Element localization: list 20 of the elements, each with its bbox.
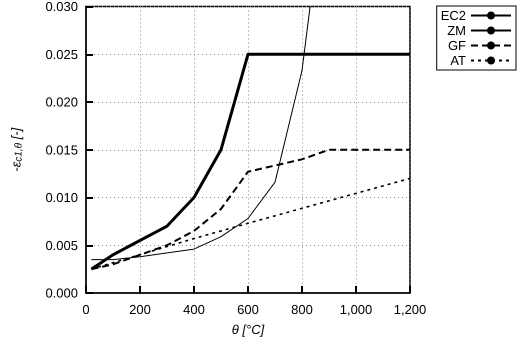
legend-label: GF xyxy=(448,38,466,53)
x-tick-label: 400 xyxy=(183,302,205,317)
x-tick-label: 600 xyxy=(237,302,259,317)
legend-label: EC2 xyxy=(440,8,466,23)
x-tick-label: 1,000 xyxy=(340,302,372,317)
y-tick-label: 0.025 xyxy=(45,46,78,62)
y-tick-label: 0.005 xyxy=(45,238,78,253)
legend-label: AT xyxy=(450,53,466,68)
legend-label: ZM xyxy=(447,23,466,38)
y-axis-title: -εc1,θ [-] xyxy=(8,127,24,172)
x-tick-label: 1,200 xyxy=(394,302,426,317)
y-tick-label: 0.020 xyxy=(45,94,78,110)
x-axis-title: θ [°C] xyxy=(232,322,265,337)
y-tick-label: 0.015 xyxy=(45,142,78,158)
x-tick-label: 200 xyxy=(129,302,151,317)
x-tick-label: 800 xyxy=(291,302,313,317)
y-tick-label: 0.000 xyxy=(45,286,78,300)
x-tick-label: 0 xyxy=(82,302,90,317)
y-tick-label: 0.030 xyxy=(45,0,78,14)
y-tick-label: 0.010 xyxy=(45,190,78,205)
